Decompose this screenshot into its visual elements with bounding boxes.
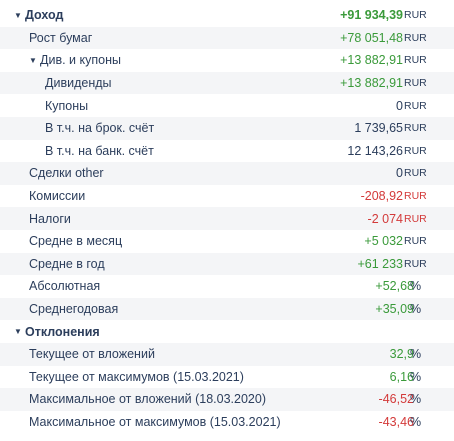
row-label: Абсолютная [29, 279, 101, 294]
row-value: +61 233 [357, 256, 403, 271]
row-value: 0 [396, 166, 403, 181]
percent-unit: % [410, 279, 422, 294]
currency-unit: RUR [404, 167, 427, 180]
row-label: Средне в месяц [29, 234, 123, 249]
summary-row: Текущее от максимумов (15.03.2021) 6,16% [0, 366, 454, 389]
summary-row: Купоны 0 RUR [0, 94, 454, 117]
row-label: Сделки other [29, 166, 104, 181]
row-value: -208,92 [360, 189, 403, 204]
summary-row: Максимальное от максимумов (15.03.2021) -… [0, 411, 454, 434]
summary-row: Налоги -2 074 RUR [0, 207, 454, 230]
percent-unit: % [410, 302, 422, 317]
row-value: 6,16 [389, 369, 414, 384]
row-label: В т.ч. на банк. счёт [45, 143, 154, 158]
summary-row: Текущее от вложений 32,9% [0, 343, 454, 366]
currency-unit: RUR [404, 77, 427, 90]
summary-row: Среднегодовая +35,09% [0, 297, 454, 321]
summary-row: В т.ч. на брок. счёт 1 739,65 RUR [0, 117, 454, 140]
summary-row: Абсолютная +52,68% [0, 275, 454, 298]
row-value: +52,68 [375, 279, 414, 294]
row-label: Купоны [45, 98, 89, 113]
summary-row: Средне в год +61 233 RUR [0, 252, 454, 276]
summary-row: Сделки other 0 RUR [0, 162, 454, 185]
row-label: Текущее от вложений [29, 347, 155, 362]
row-label: Средне в год [29, 256, 105, 271]
row-value: 1 739,65 [354, 121, 403, 136]
row-value: 0 [396, 98, 403, 113]
row-value: +91 934,39 [340, 8, 403, 23]
row-value: 12 143,26 [347, 143, 403, 158]
row-label: Налоги [29, 211, 71, 226]
currency-unit: RUR [404, 54, 427, 67]
summary-row: Средне в месяц +5 032 RUR [0, 230, 454, 253]
currency-unit: RUR [404, 31, 427, 44]
currency-unit: RUR [404, 190, 427, 203]
summary-row: В т.ч. на банк. счёт 12 143,26 RUR [0, 140, 454, 163]
row-label: Отклонения [25, 324, 100, 339]
row-label: Див. и купоны [40, 53, 121, 68]
percent-unit: % [410, 392, 422, 407]
percent-unit: % [410, 347, 422, 362]
row-value: +13 882,91 [340, 53, 403, 68]
currency-unit: RUR [404, 122, 427, 135]
row-label: Максимальное от вложений (18.03.2020) [29, 392, 266, 407]
summary-row[interactable]: ▼ Див. и купоны +13 882,91 RUR [0, 49, 454, 72]
summary-row[interactable]: ▼ Доход +91 934,39 RUR [0, 4, 454, 27]
collapse-toggle-icon[interactable]: ▼ [14, 327, 22, 337]
percent-unit: % [410, 369, 422, 384]
summary-row: Дивиденды +13 882,91 RUR [0, 71, 454, 95]
row-label: Рост бумаг [29, 30, 93, 45]
currency-unit: RUR [404, 99, 427, 112]
row-value: +13 882,91 [340, 76, 403, 91]
currency-unit: RUR [404, 9, 427, 22]
currency-unit: RUR [404, 257, 427, 270]
top-divider [0, 0, 454, 3]
row-label: В т.ч. на брок. счёт [45, 121, 155, 136]
row-label: Среднегодовая [29, 302, 119, 317]
currency-unit: RUR [404, 235, 427, 248]
row-label: Комиссии [29, 189, 86, 204]
summary-row[interactable]: ▼ Отклонения [0, 320, 454, 343]
collapse-toggle-icon[interactable]: ▼ [29, 55, 37, 65]
row-value: -46,52 [378, 392, 414, 407]
collapse-toggle-icon[interactable]: ▼ [14, 10, 22, 20]
summary-row: Максимальное от вложений (18.03.2020) -46… [0, 388, 454, 411]
row-label: Текущее от максимумов (15.03.2021) [29, 369, 244, 384]
row-label: Доход [25, 8, 64, 23]
summary-row: Рост бумаг +78 051,48 RUR [0, 26, 454, 50]
row-value: +78 051,48 [340, 30, 403, 45]
summary-row: Комиссии -208,92 RUR [0, 185, 454, 208]
row-value: +35,09 [375, 302, 414, 317]
currency-unit: RUR [404, 144, 427, 157]
row-value: +5 032 [364, 234, 403, 249]
currency-unit: RUR [404, 212, 427, 225]
row-label: Максимальное от максимумов (15.03.2021) [29, 415, 281, 430]
percent-unit: % [410, 415, 422, 430]
row-value: -43,46 [378, 415, 414, 430]
row-label: Дивиденды [45, 76, 112, 91]
row-value: 32,9 [389, 347, 414, 362]
row-value: -2 074 [367, 211, 403, 226]
